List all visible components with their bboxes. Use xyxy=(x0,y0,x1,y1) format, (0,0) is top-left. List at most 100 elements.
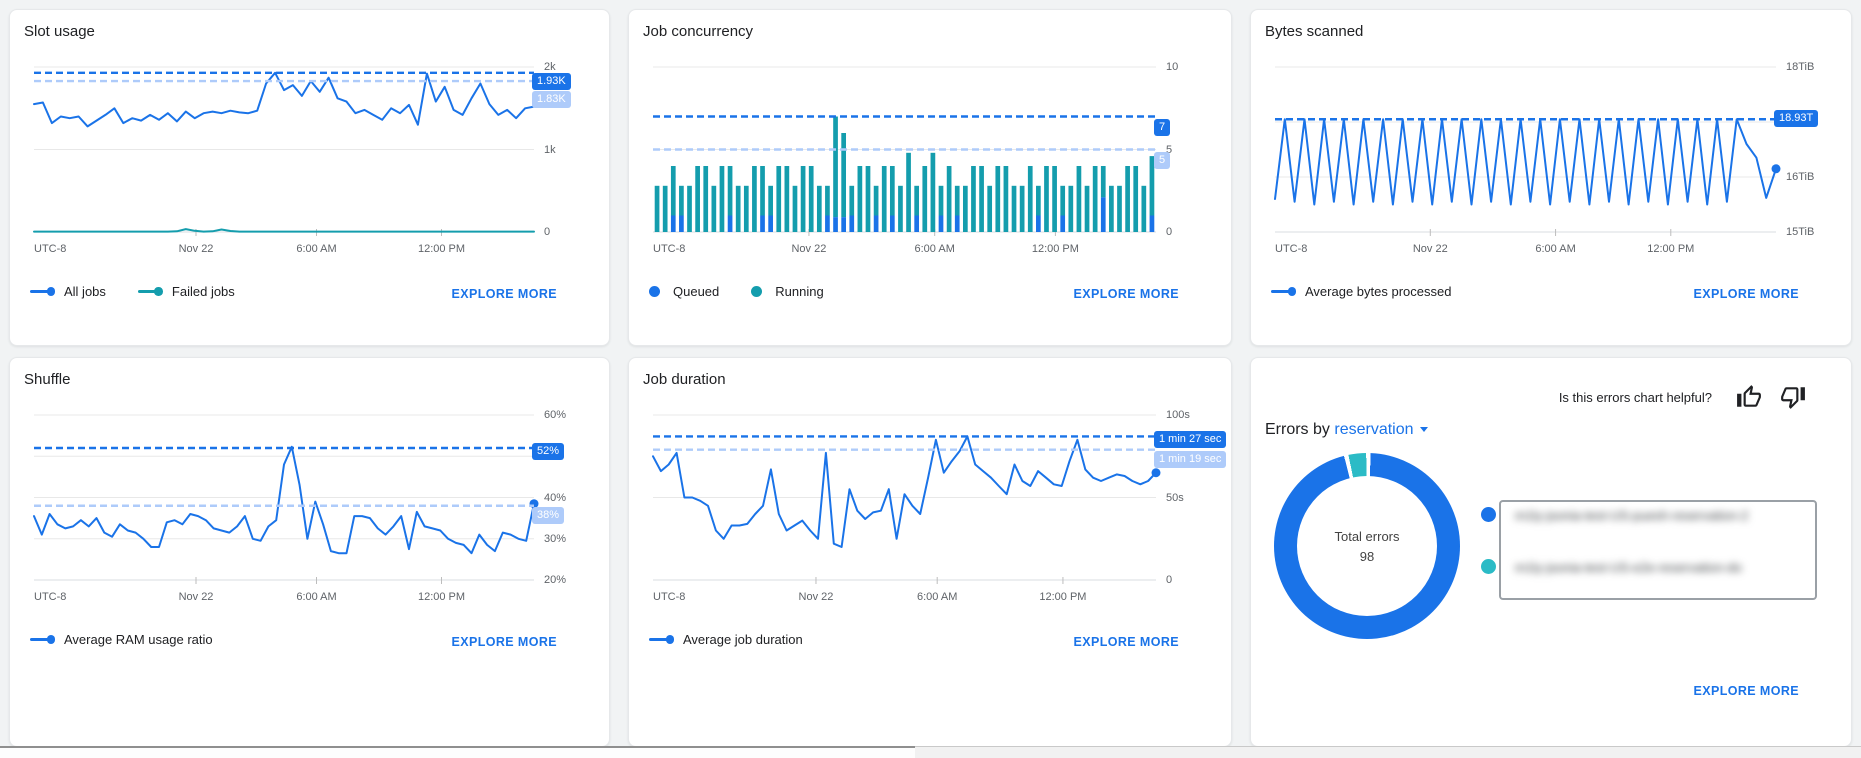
timezone-label: UTC-8 xyxy=(34,591,67,603)
threshold-badge: 1 min 27 sec xyxy=(1154,431,1227,449)
horizontal-scrollbar-thumb[interactable] xyxy=(0,746,915,758)
feedback-question: Is this errors chart helpful? xyxy=(1558,389,1712,405)
legend-label: Average job duration xyxy=(683,632,803,647)
chart-legend: Average bytes processed xyxy=(1271,284,1451,299)
series-line-dot-icon xyxy=(1271,287,1296,297)
bytes-scanned-card: Bytes scanned UTC-8 Nov 22 6:00 AM 12:00 PM… xyxy=(1250,9,1852,346)
y-axis-label: 5 xyxy=(1166,143,1173,156)
errors-title-prefix: Errors by xyxy=(1265,421,1330,438)
errors-title: Errors by reservation xyxy=(1265,421,1428,439)
threshold-badge: 38% xyxy=(532,506,565,524)
donut-center: Total errors 98 xyxy=(1297,476,1437,616)
legend-item: Average bytes processed xyxy=(1271,284,1451,299)
reservation-dropdown[interactable]: reservation xyxy=(1334,421,1428,438)
slot-usage-chart[interactable] xyxy=(33,66,535,236)
y-axis-label: 2k xyxy=(544,61,556,73)
series-dot-icon xyxy=(649,286,660,297)
errors-feedback-row: Is this errors chart helpful? xyxy=(1559,384,1806,410)
thumb-down-button[interactable] xyxy=(1780,384,1806,410)
thumb-down-icon xyxy=(1781,387,1805,409)
threshold-badge: 1.93K xyxy=(532,72,571,90)
card-title: Bytes scanned xyxy=(1265,23,1364,40)
x-axis-labels: UTC-8 Nov 22 6:00 AM 12:00 PM xyxy=(653,243,1156,257)
dropdown-caret-icon xyxy=(1419,427,1428,433)
y-axis-label: 0 xyxy=(544,226,551,238)
errors-card: Is this errors chart helpful? Errors by … xyxy=(1250,357,1852,747)
legend-label: All jobs xyxy=(64,284,106,299)
x-axis-label: Nov 22 xyxy=(798,591,834,603)
x-axis-label: 6:00 AM xyxy=(917,591,958,603)
explore-more-link[interactable]: EXPLORE MORE xyxy=(451,635,557,649)
series-line-dot-icon xyxy=(30,287,55,297)
x-axis-label: 12:00 PM xyxy=(417,591,466,603)
x-axis-labels: UTC-8 Nov 22 6:00 AM 12:00 PM xyxy=(34,243,534,257)
card-title: Slot usage xyxy=(24,23,95,40)
x-axis-label: 12:00 PM xyxy=(1647,243,1695,255)
x-axis-label: Nov 22 xyxy=(178,243,214,255)
legend-item: Average job duration xyxy=(649,632,803,647)
explore-more-link[interactable]: EXPLORE MORE xyxy=(1073,287,1179,301)
total-errors-label: Total errors xyxy=(1334,528,1400,544)
threshold-badge: 52% xyxy=(532,443,565,460)
errors-legend-redacted-box: m1ly-jsonia-test-US-puesh-reservation-2 … xyxy=(1499,500,1817,600)
x-axis-label: Nov 22 xyxy=(178,591,214,603)
chart-legend: Average RAM usage ratio xyxy=(30,632,213,647)
explore-more-link[interactable]: EXPLORE MORE xyxy=(1693,684,1799,698)
x-axis-labels: UTC-8 Nov 22 6:00 AM 12:00 PM xyxy=(653,591,1156,605)
errors-donut-chart[interactable]: Total errors 98 xyxy=(1264,443,1470,649)
thumb-up-icon xyxy=(1737,385,1761,407)
job-duration-chart[interactable] xyxy=(652,414,1161,584)
card-title: Job duration xyxy=(643,371,726,388)
x-axis-label: 12:00 PM xyxy=(1039,591,1087,603)
y-axis-label: 20% xyxy=(544,574,567,586)
series-line-dot-icon xyxy=(30,635,55,645)
y-axis-label: 0 xyxy=(1166,226,1173,238)
chart-legend: All jobs Failed jobs xyxy=(30,284,235,299)
threshold-badge: 1.83K xyxy=(532,91,571,109)
threshold-badge: 7 xyxy=(1154,118,1171,136)
chart-legend: Queued Running xyxy=(649,284,824,299)
timezone-label: UTC-8 xyxy=(653,243,686,255)
timezone-label: UTC-8 xyxy=(34,243,67,255)
explore-more-link[interactable]: EXPLORE MORE xyxy=(451,287,557,301)
total-errors-value: 98 xyxy=(1359,548,1375,564)
y-axis-label: 40% xyxy=(544,491,567,504)
slot-usage-card: Slot usage UTC-8 Nov 22 6:00 AM 12:00 PM Al… xyxy=(9,9,610,346)
legend-item: Average RAM usage ratio xyxy=(30,632,213,647)
y-axis-label: 0 xyxy=(1166,574,1173,586)
redacted-legend-text: m1ly-jsonia-test-US-e2e-reservation-do xyxy=(1515,560,1742,575)
y-axis-label: 100s xyxy=(1166,409,1190,421)
bytes-scanned-chart[interactable] xyxy=(1274,66,1781,236)
errors-legend-dot-blue xyxy=(1481,507,1496,522)
timezone-label: UTC-8 xyxy=(653,591,686,603)
x-axis-label: Nov 22 xyxy=(1412,243,1448,255)
shuffle-chart[interactable] xyxy=(33,414,539,584)
y-axis-label: 50s xyxy=(1166,491,1184,504)
threshold-badge: 1 min 19 sec xyxy=(1154,450,1227,468)
redacted-legend-text: m1ly-jsonia-test-US-puesh-reservation-2 xyxy=(1515,508,1749,523)
y-axis-label: 10 xyxy=(1166,61,1179,73)
y-axis-label: 18TiB xyxy=(1786,61,1815,73)
x-axis-labels: UTC-8 Nov 22 6:00 AM 12:00 PM xyxy=(34,591,534,605)
series-line-dot-icon xyxy=(649,635,674,645)
x-axis-labels: UTC-8 Nov 22 6:00 AM 12:00 PM xyxy=(1275,243,1776,257)
legend-label: Failed jobs xyxy=(171,284,235,299)
legend-item: Queued xyxy=(649,284,719,299)
explore-more-link[interactable]: EXPLORE MORE xyxy=(1693,287,1799,301)
threshold-badge: 18.93T xyxy=(1774,110,1819,128)
y-axis-label: 60% xyxy=(544,409,567,421)
series-dot-icon xyxy=(751,286,763,297)
horizontal-scrollbar[interactable] xyxy=(0,746,1861,758)
explore-more-link[interactable]: EXPLORE MORE xyxy=(1073,635,1179,649)
card-title: Job concurrency xyxy=(643,23,754,40)
thumb-up-button[interactable] xyxy=(1736,384,1762,410)
x-axis-label: 12:00 PM xyxy=(1031,243,1079,255)
legend-label: Average RAM usage ratio xyxy=(64,632,213,647)
series-line-dot-icon xyxy=(137,287,163,297)
legend-label: Average bytes processed xyxy=(1305,284,1452,299)
errors-legend-dot-teal xyxy=(1481,559,1496,574)
threshold-badge: 5 xyxy=(1154,151,1171,169)
timezone-label: UTC-8 xyxy=(1275,243,1308,255)
y-axis-label: 15TiB xyxy=(1786,226,1815,238)
job-concurrency-chart[interactable] xyxy=(653,66,1156,236)
